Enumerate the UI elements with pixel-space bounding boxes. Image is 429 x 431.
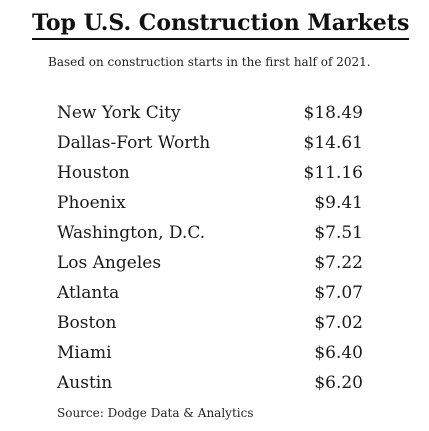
market-value: $14.61 xyxy=(303,133,363,153)
market-city: Miami xyxy=(57,343,112,363)
list-item: Austin $6.20 xyxy=(57,368,363,398)
list-item: New York City $18.49 xyxy=(57,98,363,128)
market-city: Boston xyxy=(57,313,117,333)
list-item: Houston $11.16 xyxy=(57,158,363,188)
page-title: Top U.S. Construction Markets xyxy=(32,8,410,40)
market-city: Atlanta xyxy=(57,283,120,303)
list-item: Atlanta $7.07 xyxy=(57,278,363,308)
market-city: New York City xyxy=(57,103,181,123)
market-city: Austin xyxy=(57,373,113,393)
market-value: $7.22 xyxy=(314,253,363,273)
market-value: $7.02 xyxy=(314,313,363,333)
market-list: New York City $18.49 Dallas-Fort Worth $… xyxy=(57,98,363,398)
market-city: Los Angeles xyxy=(57,253,162,273)
list-item: Miami $6.40 xyxy=(57,338,363,368)
market-value: $6.20 xyxy=(314,373,363,393)
market-value: $7.51 xyxy=(314,223,363,243)
market-value: $9.41 xyxy=(314,193,363,213)
market-value: $6.40 xyxy=(314,343,363,363)
market-city: Washington, D.C. xyxy=(57,223,206,243)
subtitle: Based on construction starts in the firs… xyxy=(48,55,371,69)
list-item: Washington, D.C. $7.51 xyxy=(57,218,363,248)
list-item: Phoenix $9.41 xyxy=(57,188,363,218)
market-city: Phoenix xyxy=(57,193,126,213)
list-item: Dallas-Fort Worth $14.61 xyxy=(57,128,363,158)
list-item: Boston $7.02 xyxy=(57,308,363,338)
market-city: Houston xyxy=(57,163,130,183)
list-item: Los Angeles $7.22 xyxy=(57,248,363,278)
market-city: Dallas-Fort Worth xyxy=(57,133,211,153)
market-value: $18.49 xyxy=(303,103,363,123)
market-value: $11.16 xyxy=(303,163,363,183)
market-value: $7.07 xyxy=(314,283,363,303)
source-note: Source: Dodge Data & Analytics xyxy=(57,406,254,420)
